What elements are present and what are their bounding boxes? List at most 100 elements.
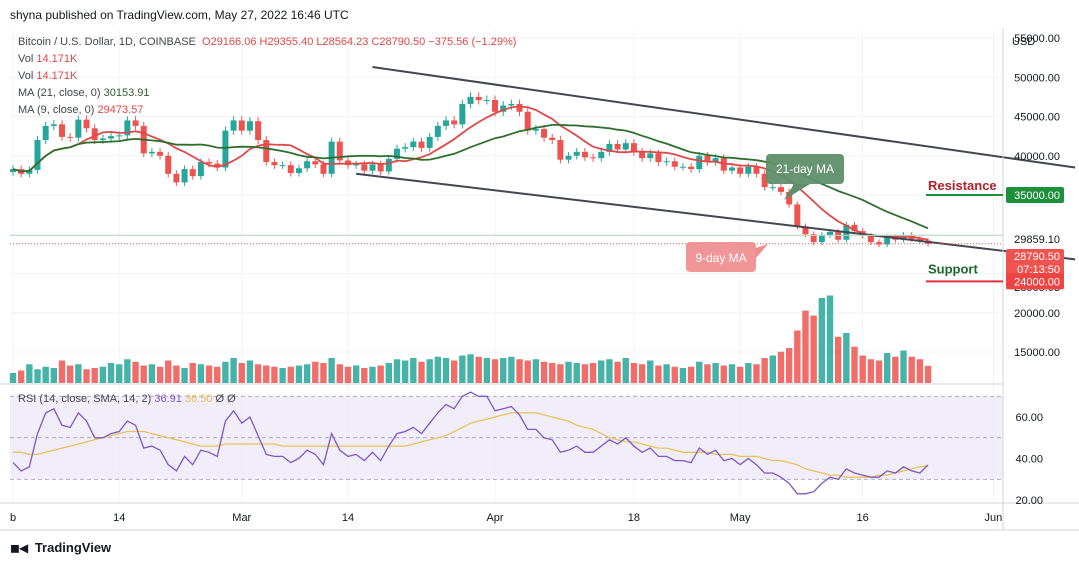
currency-label: USD bbox=[1012, 36, 1035, 48]
volume-bar bbox=[344, 366, 352, 383]
candle-body bbox=[451, 120, 458, 125]
volume-bar bbox=[761, 358, 768, 383]
volume-bar bbox=[614, 361, 621, 383]
candle-body bbox=[287, 165, 294, 174]
price-tick-label: 50000.00 bbox=[1014, 72, 1060, 84]
candle-body bbox=[238, 120, 245, 131]
volume-bar bbox=[50, 368, 58, 383]
volume-bar bbox=[99, 366, 107, 383]
volume-bar bbox=[156, 366, 164, 383]
volume-bar bbox=[500, 358, 507, 383]
volume-bar bbox=[181, 368, 188, 383]
vol1-value: 14.171K bbox=[36, 53, 78, 65]
volume-bar bbox=[17, 370, 25, 383]
rsi-value: 36.91 bbox=[154, 393, 182, 405]
tradingview-footer[interactable]: ◼◀ TradingView bbox=[10, 540, 111, 555]
candle-body bbox=[402, 147, 409, 149]
volume-bar bbox=[148, 364, 156, 383]
candle-body bbox=[598, 151, 605, 159]
ohlc-values: O29166.06 H29355.40 L28564.23 C28790.50 … bbox=[202, 36, 517, 48]
volume-bar bbox=[720, 365, 727, 383]
volume-bar bbox=[116, 364, 123, 383]
candle-body bbox=[26, 169, 33, 174]
candle-body bbox=[802, 226, 809, 235]
rsi-tick-label: 20.00 bbox=[1015, 495, 1043, 507]
volume-bar bbox=[312, 361, 319, 383]
volume-bar bbox=[508, 356, 515, 383]
volume-bars bbox=[9, 295, 932, 383]
candle-body bbox=[581, 151, 588, 158]
candle-body bbox=[10, 169, 16, 173]
candle-body bbox=[75, 119, 82, 138]
volume-bar bbox=[66, 365, 74, 383]
candle-body bbox=[704, 155, 711, 163]
volume-bar bbox=[687, 366, 695, 383]
volume-bar bbox=[516, 359, 523, 383]
volume-bar bbox=[924, 365, 932, 383]
ma21-callout-text: 21-day MA bbox=[776, 162, 834, 176]
time-tick-label: Jun bbox=[985, 512, 1003, 524]
volume-bar bbox=[728, 364, 736, 383]
candle-body bbox=[148, 151, 155, 154]
volume-bar bbox=[802, 310, 809, 383]
volume-bar bbox=[908, 356, 915, 383]
price-tick-label: 20000.00 bbox=[1014, 308, 1060, 320]
volume-bar bbox=[410, 358, 417, 383]
volume-bar bbox=[810, 315, 817, 383]
candle-body bbox=[279, 165, 286, 167]
candle-body bbox=[157, 151, 164, 156]
support-price-badge: 24000.00 bbox=[1014, 276, 1060, 288]
candle-body bbox=[246, 121, 253, 131]
candle-body bbox=[508, 103, 515, 106]
volume-bar bbox=[851, 346, 858, 383]
vol2-value: 14.171K bbox=[36, 70, 78, 82]
candle-body bbox=[810, 234, 817, 243]
candle-body bbox=[549, 137, 556, 141]
volume-bar bbox=[140, 365, 147, 383]
volume-bar bbox=[606, 359, 613, 383]
candle-body bbox=[867, 235, 874, 243]
volume-bar bbox=[91, 368, 98, 383]
candle-body bbox=[876, 242, 883, 245]
candle-body bbox=[124, 120, 131, 136]
candlesticks bbox=[10, 92, 932, 248]
countdown-badge: 07:13:50 bbox=[1017, 264, 1060, 276]
ma9-callout-text: 9-day MA bbox=[695, 251, 746, 265]
tradingview-logo-icon: ◼◀ bbox=[10, 541, 28, 555]
ma21-price-badge: 29859.10 bbox=[1014, 234, 1060, 246]
candle-body bbox=[524, 111, 531, 131]
volume-bar bbox=[491, 359, 499, 383]
candle-body bbox=[42, 125, 49, 141]
chart-legend: Bitcoin / U.S. Dollar, 1D, COINBASE O291… bbox=[18, 34, 516, 119]
descending-channel bbox=[356, 66, 1076, 261]
volume-bar bbox=[83, 369, 90, 383]
candle-body bbox=[655, 153, 662, 163]
candle-body bbox=[565, 155, 572, 160]
candle-body bbox=[671, 161, 678, 167]
ma21-callout-pointer bbox=[784, 184, 810, 200]
volume-bar bbox=[393, 359, 401, 383]
candle-body bbox=[532, 129, 539, 131]
volume-bar bbox=[916, 359, 924, 383]
candle-body bbox=[132, 120, 139, 126]
candle-body bbox=[606, 143, 613, 152]
support-price-badge-bg bbox=[1006, 273, 1064, 290]
volume-bar bbox=[107, 363, 115, 383]
volume-bar bbox=[254, 364, 262, 383]
volume-bar bbox=[238, 363, 245, 383]
volume-bar bbox=[704, 364, 711, 383]
volume-bar bbox=[263, 365, 270, 383]
candle-body bbox=[410, 141, 417, 148]
price-tick-label: 45000.00 bbox=[1014, 112, 1060, 124]
support-label: Support bbox=[928, 261, 978, 276]
last-price-badge: 28790.50 bbox=[1014, 251, 1060, 263]
candle-body bbox=[50, 124, 57, 126]
volume-bar bbox=[352, 365, 360, 383]
volume-bar bbox=[826, 295, 834, 383]
volume-bar bbox=[892, 356, 899, 383]
candle-body bbox=[827, 231, 833, 236]
volume-bar bbox=[524, 360, 531, 383]
rsi-sma-line bbox=[13, 412, 929, 478]
candle-body bbox=[108, 136, 115, 139]
